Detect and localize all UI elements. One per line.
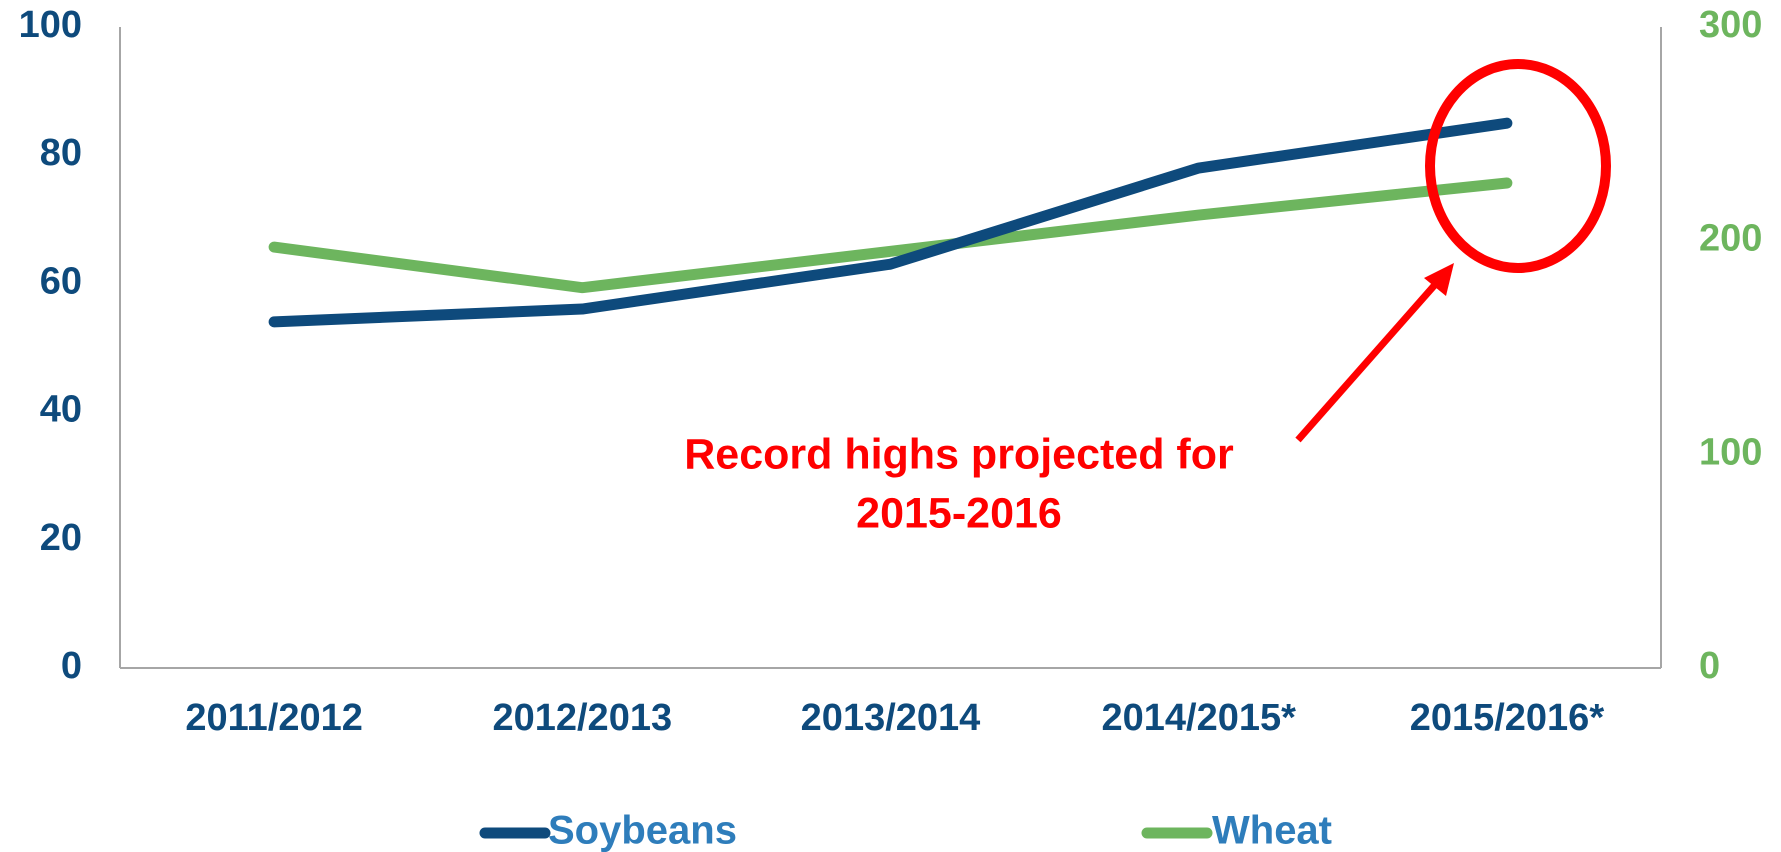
- arrow-head: [1424, 263, 1454, 296]
- y2-tick-label: 0: [1699, 645, 1720, 687]
- annotation-arrow: [1295, 276, 1443, 443]
- series-line: [268, 117, 1513, 328]
- x-tick-label: 2015/2016*: [1410, 697, 1605, 739]
- annotation-text: 2015-2016: [856, 489, 1062, 537]
- annotation-text: Record highs projected for: [684, 430, 1234, 478]
- y2-tick-label: 200: [1699, 218, 1762, 260]
- series-line: [268, 177, 1513, 294]
- highlight-circle: [1425, 59, 1611, 273]
- legend-label: Soybeans: [548, 809, 737, 852]
- y-tick-label: 20: [40, 517, 82, 559]
- x-tick-label: 2012/2013: [492, 697, 672, 739]
- y-tick-label: 0: [61, 645, 82, 687]
- y-tick-label: 100: [19, 4, 82, 46]
- y2-tick-label: 100: [1699, 431, 1762, 473]
- y-tick-label: 80: [40, 132, 82, 174]
- y-tick-label: 40: [40, 389, 82, 431]
- legend-label: Wheat: [1212, 809, 1332, 852]
- y-tick-label: 60: [40, 260, 82, 302]
- x-tick-label: 2011/2012: [185, 697, 363, 739]
- x-tick-label: 2014/2015*: [1101, 697, 1296, 739]
- y2-tick-label: 300: [1699, 4, 1762, 46]
- x-tick-label: 2013/2014: [801, 697, 981, 739]
